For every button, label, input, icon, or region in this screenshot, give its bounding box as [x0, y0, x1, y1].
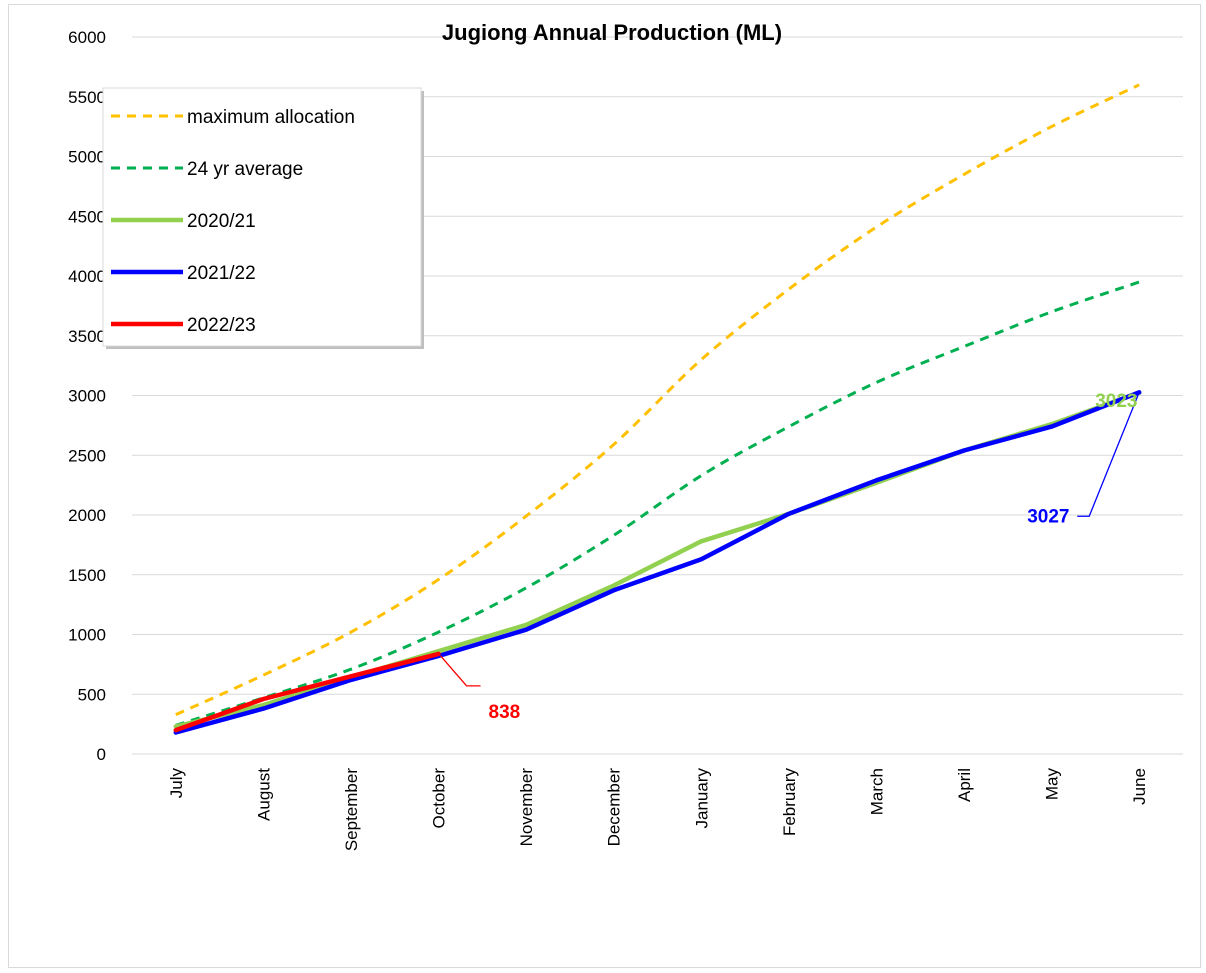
x-tick-label: September [342, 768, 361, 851]
y-axis-ticks: 0 500 1000 1500 2000 2500 3000 3500 4000 4500 5000… [68, 28, 106, 764]
x-tick-label: November [517, 768, 536, 847]
y-tick-label: 6000 [68, 28, 106, 47]
legend-label-24-yr-average: 24 yr average [187, 159, 303, 180]
y-tick-label: 3000 [68, 387, 106, 406]
series-line-maximum-allocation [175, 83, 1140, 716]
x-tick-label: March [867, 768, 886, 815]
series-line-2021-22 [173, 390, 1142, 735]
y-tick-label: 5500 [68, 88, 106, 107]
y-tick-label: 500 [78, 685, 106, 704]
annotation-leader [440, 655, 481, 687]
y-tick-label: 1500 [68, 566, 106, 585]
legend-label-2020-21: 2020/21 [187, 211, 256, 232]
data-label-3023: 3023 [1095, 391, 1137, 412]
y-tick-label: 2000 [68, 506, 106, 525]
x-tick-label: January [692, 768, 711, 829]
legend-label-2021-22: 2021/22 [187, 263, 256, 284]
legend-box [102, 87, 422, 347]
series-layer [173, 83, 1142, 735]
x-tick-label: April [955, 768, 974, 802]
annotation-layer: 838 3027 3023 [440, 391, 1140, 723]
annotation-leader [1077, 392, 1140, 517]
legend: maximum allocation 24 yr average 2020/21 20… [102, 87, 424, 349]
series-line-24-yr-average [175, 280, 1140, 727]
legend-label-maximum-allocation: maximum allocation [187, 107, 355, 128]
data-label-838: 838 [489, 702, 521, 723]
y-tick-label: 4500 [68, 207, 106, 226]
x-tick-label: June [1130, 768, 1149, 805]
x-tick-label: May [1043, 768, 1062, 801]
legend-label-2022-23: 2022/23 [187, 315, 256, 336]
data-label-3027: 3027 [1027, 506, 1069, 527]
y-tick-label: 5000 [68, 148, 106, 167]
y-tick-label: 4000 [68, 267, 106, 286]
x-tick-label: February [780, 768, 799, 837]
x-tick-label: December [605, 768, 624, 847]
y-tick-label: 3500 [68, 327, 106, 346]
series-line-2022-23 [173, 651, 441, 733]
x-tick-label: October [430, 768, 449, 829]
y-tick-label: 1000 [68, 626, 106, 645]
x-axis-ticks: July August September October November Decemb… [167, 768, 1149, 852]
y-tick-label: 0 [97, 745, 106, 764]
x-tick-label: August [254, 768, 273, 821]
chart-title: Jugiong Annual Production (ML) [442, 20, 782, 45]
y-tick-label: 2500 [68, 446, 106, 465]
x-tick-label: July [167, 768, 186, 799]
